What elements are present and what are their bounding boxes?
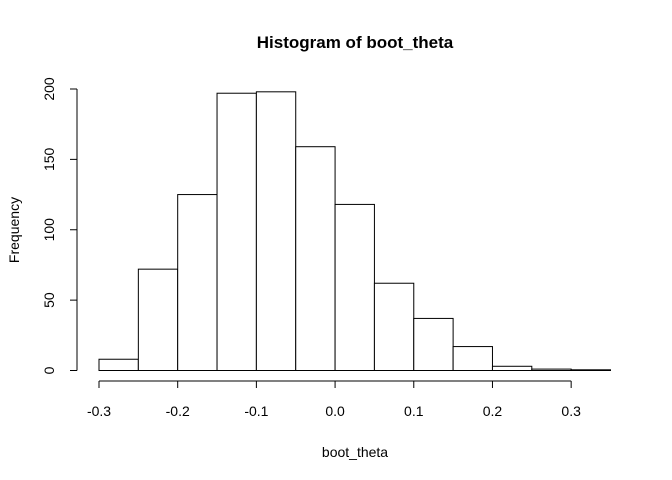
x-tick-label: 0.1 — [404, 403, 424, 419]
y-tick-label: 0 — [41, 366, 57, 374]
x-axis-label: boot_theta — [322, 444, 388, 460]
histogram-bar — [531, 368, 572, 371]
chart-title: Histogram of boot_theta — [257, 33, 454, 52]
histogram-bar — [570, 369, 612, 372]
histogram-bar — [452, 346, 493, 372]
x-tick-label: 0.2 — [483, 403, 503, 419]
histogram-bar — [413, 317, 454, 371]
histogram-bar — [491, 365, 533, 371]
histogram-bar — [373, 282, 415, 371]
y-tick-label: 50 — [41, 292, 57, 308]
histogram-bar — [334, 203, 375, 371]
y-axis: 0 50 100 150 200 — [41, 77, 78, 374]
y-tick-label: 150 — [41, 147, 57, 171]
bars-group — [98, 91, 612, 372]
histogram-bar — [216, 92, 257, 371]
histogram-bar — [177, 194, 218, 371]
x-tick-label: 0.0 — [325, 403, 345, 419]
y-tick-label: 100 — [41, 218, 57, 242]
histogram-bar — [295, 146, 336, 371]
x-tick-label: -0.1 — [244, 403, 268, 419]
x-axis: -0.3 -0.2 -0.1 0.0 0.1 0.2 0.3 — [87, 380, 581, 419]
y-tick-label: 200 — [41, 77, 57, 101]
x-tick-label: 0.3 — [561, 403, 581, 419]
y-axis-label: Frequency — [6, 197, 22, 263]
x-tick-label: -0.3 — [87, 403, 111, 419]
histogram-bar — [255, 91, 297, 371]
histogram-bar — [98, 358, 139, 371]
histogram-bar — [137, 268, 179, 371]
x-tick-label: -0.2 — [166, 403, 190, 419]
